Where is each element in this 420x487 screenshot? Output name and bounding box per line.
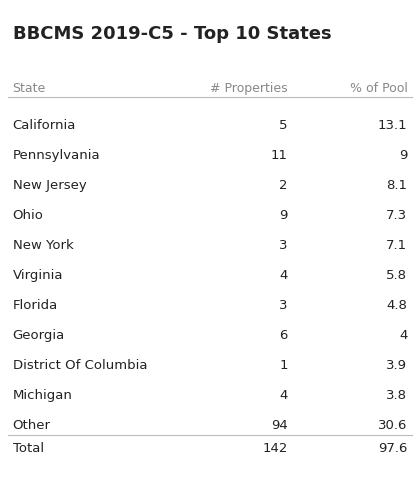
Text: 1: 1 — [279, 359, 288, 372]
Text: 4: 4 — [279, 269, 288, 282]
Text: 8.1: 8.1 — [386, 179, 407, 192]
Text: New York: New York — [13, 239, 74, 252]
Text: 3.9: 3.9 — [386, 359, 407, 372]
Text: 11: 11 — [271, 149, 288, 162]
Text: Michigan: Michigan — [13, 389, 73, 402]
Text: 3.8: 3.8 — [386, 389, 407, 402]
Text: 6: 6 — [279, 329, 288, 342]
Text: 142: 142 — [262, 442, 288, 455]
Text: District Of Columbia: District Of Columbia — [13, 359, 147, 372]
Text: 5.8: 5.8 — [386, 269, 407, 282]
Text: Florida: Florida — [13, 299, 58, 312]
Text: State: State — [13, 82, 46, 95]
Text: 3: 3 — [279, 299, 288, 312]
Text: 4: 4 — [399, 329, 407, 342]
Text: New Jersey: New Jersey — [13, 179, 87, 192]
Text: 5: 5 — [279, 119, 288, 132]
Text: Virginia: Virginia — [13, 269, 63, 282]
Text: 94: 94 — [271, 419, 288, 432]
Text: 97.6: 97.6 — [378, 442, 407, 455]
Text: BBCMS 2019-C5 - Top 10 States: BBCMS 2019-C5 - Top 10 States — [13, 25, 331, 43]
Text: 13.1: 13.1 — [378, 119, 407, 132]
Text: 9: 9 — [279, 209, 288, 222]
Text: 9: 9 — [399, 149, 407, 162]
Text: 3: 3 — [279, 239, 288, 252]
Text: Other: Other — [13, 419, 50, 432]
Text: % of Pool: % of Pool — [349, 82, 407, 95]
Text: 4: 4 — [279, 389, 288, 402]
Text: Pennsylvania: Pennsylvania — [13, 149, 100, 162]
Text: 2: 2 — [279, 179, 288, 192]
Text: 4.8: 4.8 — [386, 299, 407, 312]
Text: # Properties: # Properties — [210, 82, 288, 95]
Text: 7.1: 7.1 — [386, 239, 407, 252]
Text: 7.3: 7.3 — [386, 209, 407, 222]
Text: Ohio: Ohio — [13, 209, 44, 222]
Text: Georgia: Georgia — [13, 329, 65, 342]
Text: Total: Total — [13, 442, 44, 455]
Text: 30.6: 30.6 — [378, 419, 407, 432]
Text: California: California — [13, 119, 76, 132]
